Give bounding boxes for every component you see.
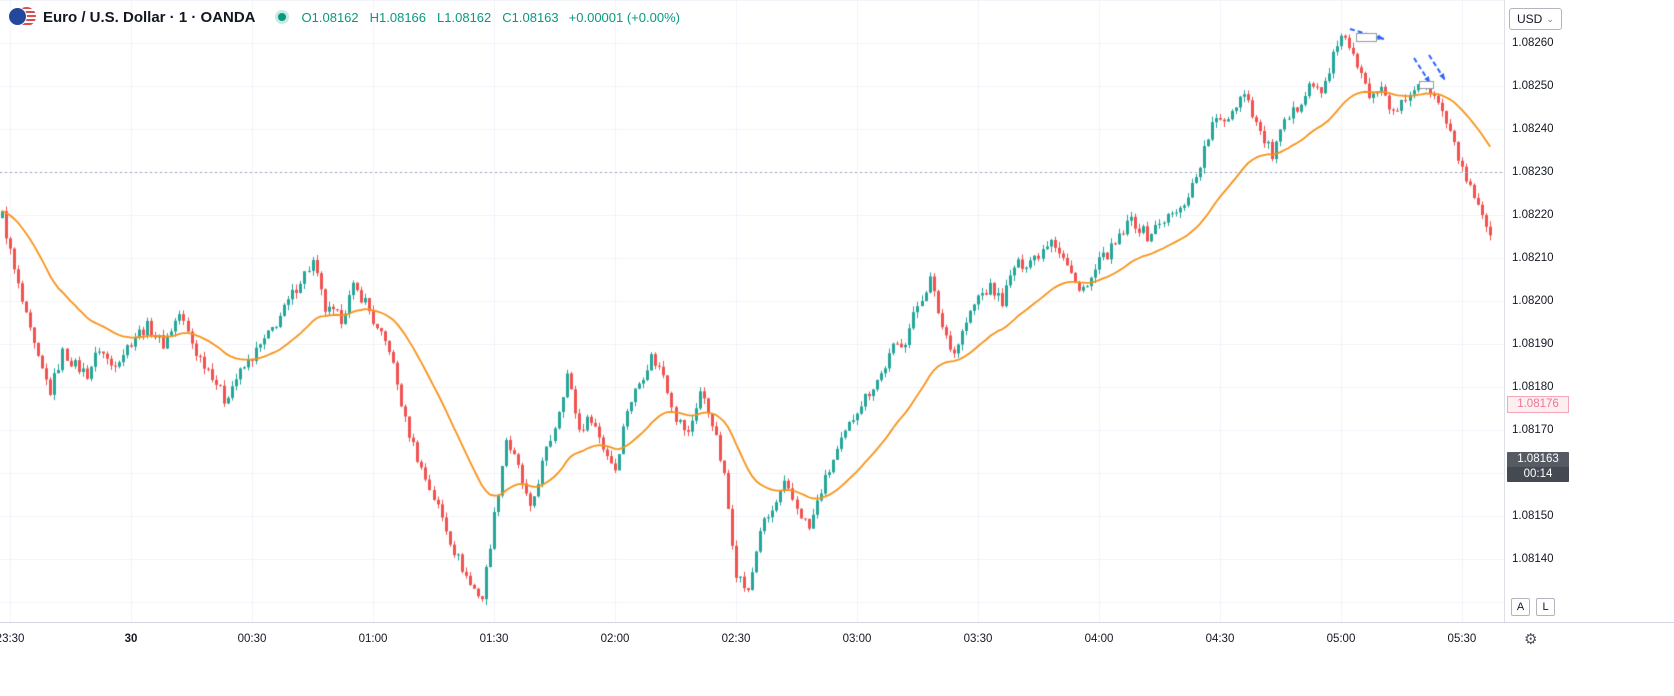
price-tick-label: 1.08230 (1512, 166, 1554, 178)
time-tick-label: 05:00 (1326, 633, 1356, 645)
time-tick-label: 05:30 (1447, 633, 1477, 645)
symbol-logo-icon[interactable] (8, 7, 36, 27)
symbol-header: Euro / U.S. Dollar · 1 · OANDA O1.08162 … (8, 7, 680, 27)
time-tick-label: 23:30 (0, 633, 25, 645)
time-tick-label: 04:00 (1084, 633, 1114, 645)
ohlc-high: H1.08166 (369, 9, 427, 25)
time-tick-label: 03:30 (963, 633, 993, 645)
price-tick-label: 1.08140 (1512, 553, 1554, 565)
price-change: +0.00001 (+0.00%) (568, 9, 680, 25)
ohlc-low: L1.08162 (437, 9, 492, 25)
price-tick-label: 1.08200 (1512, 295, 1554, 307)
price-tick-label: 1.08170 (1512, 424, 1554, 436)
ohlc-open: O1.08162 (301, 9, 359, 25)
price-tick-label: 1.08250 (1512, 80, 1554, 92)
ask-price-label: 1.08176 (1507, 396, 1569, 414)
log-scale-button[interactable]: L (1536, 598, 1555, 616)
time-tick-label: 02:30 (721, 633, 751, 645)
current-price-value: 1.08163 (1517, 453, 1559, 466)
price-axis[interactable]: USD ⌄ 1.08176 1.08163 00:14 A L 1.08260 1… (1504, 0, 1674, 622)
candlestick-chart-canvas[interactable] (0, 0, 1504, 622)
eur-flag-icon (8, 7, 27, 26)
time-tick-label: 30 (124, 633, 138, 645)
scale-buttons: A L (1511, 598, 1555, 616)
bar-countdown: 00:14 (1507, 467, 1569, 483)
price-tick-label: 1.08210 (1512, 252, 1554, 264)
market-status-icon[interactable] (277, 13, 286, 21)
ohlc-close: C1.08163 (502, 9, 559, 25)
chart-plot-area[interactable]: Euro / U.S. Dollar · 1 · OANDA O1.08162 … (0, 0, 1504, 622)
price-tick-label: 1.08240 (1512, 123, 1554, 135)
price-tick-label: 1.08180 (1512, 381, 1554, 393)
time-tick-label: 00:30 (237, 633, 267, 645)
currency-label: USD (1517, 12, 1543, 26)
ohlc-readout: O1.08162 H1.08166 L1.08162 C1.08163 (302, 10, 559, 25)
ask-price-value: 1.08176 (1517, 398, 1559, 411)
price-tick-label: 1.08150 (1512, 510, 1554, 522)
time-tick-label: 04:30 (1205, 633, 1235, 645)
price-tick-label: 1.08220 (1512, 209, 1554, 221)
auto-scale-button[interactable]: A (1511, 598, 1530, 616)
current-price-label: 1.08163 00:14 (1507, 452, 1569, 483)
time-tick-label: 01:00 (358, 633, 388, 645)
time-axis[interactable]: ⚙ 23:30 30 00:30 01:00 01:30 02:00 02:30 03:00 0… (0, 622, 1674, 656)
gear-icon[interactable]: ⚙ (1524, 631, 1538, 648)
time-tick-label: 01:30 (479, 633, 509, 645)
symbol-title[interactable]: Euro / U.S. Dollar · 1 · OANDA (43, 8, 256, 26)
price-tick-label: 1.08190 (1512, 338, 1554, 350)
currency-toggle-button[interactable]: USD ⌄ (1509, 8, 1562, 30)
time-tick-label: 02:00 (600, 633, 630, 645)
chevron-down-icon: ⌄ (1546, 13, 1554, 24)
price-tick-label: 1.08260 (1512, 37, 1554, 49)
time-tick-label: 03:00 (842, 633, 872, 645)
